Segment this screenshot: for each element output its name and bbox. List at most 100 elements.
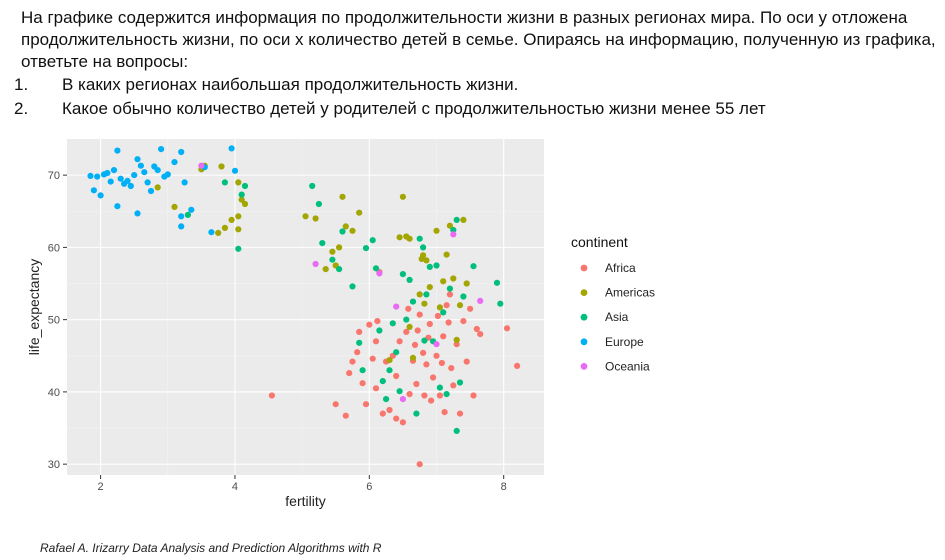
data-point-americas [406, 235, 413, 242]
data-point-africa [332, 401, 339, 408]
data-point-africa [460, 318, 467, 325]
question-number: 2. [14, 99, 29, 118]
data-point-asia [403, 316, 410, 323]
source-credit: Rafael A. Irizarry Data Analysis and Pre… [40, 541, 382, 555]
legend-label: Europe [605, 335, 644, 349]
data-point-europe [131, 172, 138, 179]
scatter-chart: 2 4 6 8 30 40 50 60 70 fertility life_expectancy… [26, 139, 655, 509]
data-point-asia [319, 240, 326, 247]
legend: continent Africa Americas Asia Europe Oceani… [571, 234, 655, 373]
data-point-asia [453, 216, 460, 223]
data-point-europe [94, 173, 101, 180]
axis-ticks: 2 4 6 8 30 40 50 60 70 [48, 170, 507, 493]
data-point-asia [336, 266, 343, 273]
data-point-europe [134, 210, 141, 217]
legend-title: continent [571, 234, 628, 250]
data-point-europe [141, 169, 148, 176]
data-point-europe [178, 223, 185, 230]
data-point-americas [450, 275, 457, 282]
data-point-europe [97, 192, 104, 199]
data-point-asia [315, 200, 322, 208]
data-point-asia [409, 298, 417, 305]
legend-label: Oceania [605, 359, 650, 373]
series-oceania [198, 162, 484, 403]
data-point-asia [493, 279, 501, 286]
data-point-americas [386, 357, 393, 364]
data-point-americas [302, 213, 309, 220]
data-point-americas [433, 227, 440, 234]
data-point-europe [87, 172, 94, 179]
data-point-asia [460, 293, 467, 300]
data-point-asia [389, 320, 396, 327]
data-point-africa [477, 331, 484, 338]
x-tick-label: 4 [232, 481, 238, 493]
data-point-africa [403, 328, 410, 335]
data-point-americas [228, 216, 235, 223]
data-point-oceania [376, 270, 383, 277]
data-point-europe [90, 187, 97, 194]
series-africa [268, 268, 521, 468]
data-point-africa [414, 327, 421, 334]
data-point-americas [426, 284, 433, 291]
data-point-europe [164, 171, 171, 178]
question-text: В каких регионах наибольшая продолжитель… [62, 75, 519, 94]
data-points [87, 145, 521, 468]
data-point-oceania [433, 341, 440, 348]
data-point-asia [450, 226, 457, 234]
data-point-europe [178, 148, 185, 156]
data-point-africa [453, 341, 460, 348]
x-axis-label: fertility [285, 493, 325, 509]
legend-item-americas: Americas [580, 286, 655, 300]
data-point-europe [114, 203, 121, 210]
data-point-africa [366, 321, 373, 328]
data-point-asia [497, 300, 504, 307]
data-point-africa [372, 338, 380, 345]
data-point-americas [235, 179, 242, 186]
data-point-oceania [393, 303, 400, 310]
data-point-africa [426, 320, 433, 328]
data-point-europe [228, 145, 235, 152]
data-point-oceania [477, 297, 484, 304]
data-point-africa [421, 392, 428, 399]
y-axis-label: life_expectancy [26, 259, 42, 356]
data-point-africa [416, 311, 423, 318]
data-point-americas [215, 229, 222, 236]
data-point-africa [379, 410, 386, 417]
data-point-africa [411, 341, 419, 348]
data-point-africa [374, 318, 381, 325]
data-point-americas [238, 196, 245, 203]
data-point-americas [312, 215, 319, 222]
data-point-americas [396, 234, 403, 241]
data-point-asia [386, 367, 393, 374]
data-point-americas [336, 244, 343, 251]
data-point-oceania [450, 231, 457, 238]
data-point-africa [359, 380, 366, 387]
legend-label: Asia [605, 310, 629, 324]
data-point-africa [413, 380, 420, 388]
task-intro: На графике содержится информация по прод… [21, 8, 936, 71]
data-point-asia [421, 337, 428, 344]
data-point-africa [362, 401, 370, 408]
data-point-americas [409, 354, 417, 361]
data-point-asia [443, 391, 450, 398]
data-point-americas [416, 291, 423, 298]
data-point-europe [107, 178, 114, 185]
y-tick-label: 70 [48, 170, 60, 182]
x-tick-label: 2 [98, 481, 104, 493]
data-point-africa [423, 361, 430, 368]
data-point-asia [339, 228, 346, 235]
data-point-europe [208, 229, 215, 236]
data-point-americas [436, 304, 443, 311]
data-point-europe [231, 167, 239, 174]
legend-key [580, 363, 588, 370]
data-point-asia [436, 384, 443, 391]
legend-key [580, 313, 588, 321]
data-point-europe [144, 179, 151, 186]
data-point-asia [329, 256, 336, 263]
data-point-americas [322, 266, 329, 273]
data-point-africa [445, 319, 452, 326]
data-point-americas [460, 216, 467, 223]
data-point-oceania [399, 396, 406, 403]
data-point-americas [349, 227, 356, 234]
legend-item-africa: Africa [580, 261, 636, 275]
